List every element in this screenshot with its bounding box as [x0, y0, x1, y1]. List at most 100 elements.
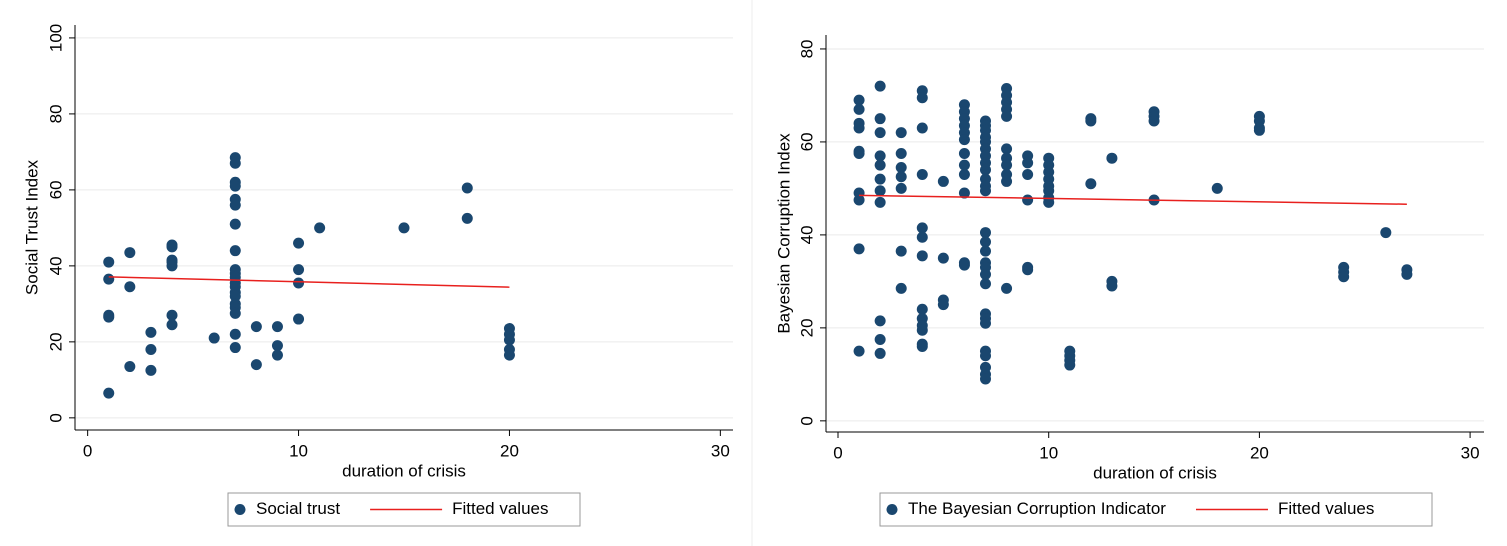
point — [166, 241, 178, 253]
point — [229, 245, 241, 257]
point — [874, 113, 886, 125]
point — [895, 282, 907, 294]
point — [937, 252, 949, 264]
point — [895, 182, 907, 194]
point — [853, 122, 865, 134]
y-tick-label: 80 — [46, 104, 65, 123]
legend-label: The Bayesian Corruption Indicator — [908, 499, 1166, 518]
point — [229, 328, 241, 340]
point — [271, 321, 283, 333]
fitted-line — [108, 276, 510, 288]
point — [1401, 268, 1413, 280]
x-tick-label: 10 — [1039, 443, 1058, 462]
x-tick-label: 20 — [1250, 443, 1269, 462]
point — [979, 185, 991, 197]
legend-label: Fitted values — [452, 499, 548, 518]
legend-swatch — [234, 504, 246, 515]
point — [229, 157, 241, 169]
point — [1022, 168, 1034, 180]
point — [503, 334, 515, 346]
y-tick-label: 60 — [46, 180, 65, 199]
x-tick-label: 0 — [83, 441, 92, 460]
point — [916, 250, 928, 262]
x-tick-label: 0 — [833, 443, 842, 462]
legend-box — [879, 492, 1433, 527]
point — [1022, 194, 1034, 206]
point — [958, 168, 970, 180]
y-tick-label: 20 — [797, 318, 816, 337]
point — [1211, 182, 1223, 194]
point — [874, 127, 886, 139]
point — [145, 343, 157, 355]
point — [124, 247, 136, 259]
y-tick-label: 80 — [797, 39, 816, 58]
point — [461, 182, 473, 194]
point — [979, 227, 991, 239]
point — [874, 159, 886, 171]
point — [250, 359, 262, 371]
fitted-line — [859, 194, 1407, 205]
point — [958, 134, 970, 146]
x-axis-label: duration of crisis — [342, 461, 466, 480]
y-axis-label: Bayesian Corruption Index — [774, 133, 793, 334]
point — [937, 299, 949, 311]
point — [1380, 227, 1392, 239]
y-tick-label: 40 — [797, 225, 816, 244]
point — [958, 259, 970, 271]
point — [293, 277, 305, 289]
point — [853, 194, 865, 206]
point — [895, 127, 907, 139]
point — [979, 245, 991, 257]
point — [874, 333, 886, 345]
point — [166, 319, 178, 331]
point — [229, 180, 241, 192]
point — [916, 324, 928, 336]
point — [895, 148, 907, 160]
point — [145, 364, 157, 376]
point — [853, 345, 865, 357]
point — [895, 171, 907, 183]
point — [1085, 115, 1097, 127]
point — [103, 273, 115, 285]
point — [1022, 264, 1034, 276]
point — [461, 212, 473, 224]
point — [874, 80, 886, 92]
point — [1148, 115, 1160, 127]
point — [874, 150, 886, 162]
y-tick-label: 40 — [46, 256, 65, 275]
point — [979, 164, 991, 176]
point — [853, 148, 865, 160]
point — [166, 309, 178, 321]
point — [1106, 152, 1118, 164]
y-tick-label: 100 — [46, 24, 65, 52]
point — [916, 303, 928, 315]
point — [1106, 280, 1118, 292]
y-tick-label: 20 — [46, 332, 65, 351]
point — [229, 218, 241, 230]
point — [979, 236, 991, 248]
point — [1001, 282, 1013, 294]
point — [979, 278, 991, 290]
point — [293, 237, 305, 249]
point — [229, 307, 241, 319]
y-axis-label: Social Trust Index — [22, 159, 41, 295]
point — [895, 161, 907, 173]
legend-label: Social trust — [256, 499, 340, 518]
point — [1022, 157, 1034, 169]
point — [958, 187, 970, 199]
point — [979, 268, 991, 280]
point — [271, 349, 283, 361]
point — [874, 196, 886, 208]
point — [208, 332, 220, 344]
point — [103, 256, 115, 268]
point — [124, 281, 136, 293]
point — [314, 222, 326, 234]
point — [229, 342, 241, 354]
point — [103, 311, 115, 323]
point — [271, 340, 283, 352]
point — [250, 321, 262, 333]
point — [979, 373, 991, 385]
x-tick-label: 30 — [711, 441, 730, 460]
y-tick-label: 0 — [46, 413, 65, 422]
